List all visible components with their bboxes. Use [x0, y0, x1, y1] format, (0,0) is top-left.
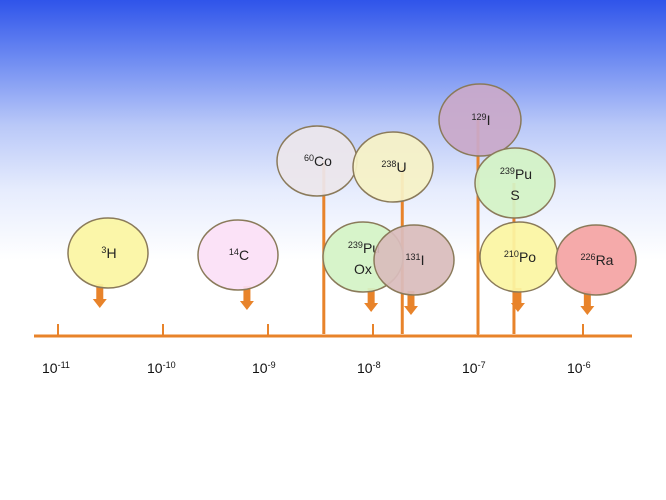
nuclide-210-po-label: 210Po [504, 249, 536, 265]
axis-tick-label: 10-8 [357, 360, 381, 376]
nuclide-14-c-label: 14C [229, 247, 249, 263]
nuclide-14-c-bubble [197, 219, 279, 291]
nuclide-14-c-arrow-icon [239, 301, 254, 310]
nuclide-238-u: 238U [352, 131, 434, 203]
nuclide-226-ra-arrow-icon [580, 306, 595, 315]
nuclide-131-i-label: 131I [406, 252, 425, 268]
axis-tick-label: 10-11 [42, 360, 70, 376]
nuclide-3-h-arrow-shaft [96, 284, 104, 300]
nuclide-3-h-label: 3H [101, 245, 116, 261]
nuclide-226-ra: 226Ra [555, 224, 637, 296]
nuclide-226-ra-label: 226Ra [581, 252, 614, 268]
nuclide-238-u-label: 238U [381, 159, 406, 175]
nuclide-226-ra-bubble [555, 224, 637, 296]
nuclide-129-i-bubble [438, 83, 522, 157]
nuclide-239-pu-s-bubble [474, 147, 556, 219]
nuclide-226-ra-arrow-shaft [583, 291, 591, 307]
nuclide-239-pu-ox-sublabel: Ox [354, 261, 372, 277]
nuclide-3-h: 3H [67, 217, 149, 289]
axis-tick-label: 10-6 [567, 360, 591, 376]
nuclide-239-pu-s-sublabel: S [510, 187, 519, 203]
nuclide-239-pu-s-label: 239Pu [500, 166, 532, 182]
axis-ticks: 10-11 10-10 10-9 10-8 10-7 10-6 [42, 324, 591, 376]
nuclide-210-po: 210Po [479, 221, 559, 293]
nuclide-60-co: 60Co [276, 125, 358, 197]
nuclide-131-i-arrow-icon [403, 306, 418, 315]
nuclide-3-h-bubble [67, 217, 149, 289]
nuclide-239-pu-ox-arrow-icon [364, 303, 379, 312]
nuclide-238-u-bubble [352, 131, 434, 203]
axis-tick-label: 10-10 [147, 360, 176, 376]
nuclide-131-i-arrow-shaft [407, 291, 415, 307]
nuclide-60-co-label: 60Co [304, 153, 332, 169]
nuclide-131-i: 131I [373, 224, 455, 296]
nuclide-210-po-arrow-icon [510, 303, 525, 312]
nuclide-14-c-arrow-shaft [243, 286, 251, 302]
nuclide-14-c: 14C [197, 219, 279, 291]
axis-tick-label: 10-7 [462, 360, 486, 376]
nuclide-239-pu-s: 239Pu S [474, 147, 556, 219]
nuclide-129-i-label: 129I [472, 112, 491, 128]
nuclide-bubbles: 3H 14C 60Co 238U 239Pu Ox 131I 129I 239Pu S 210Po 2… [67, 83, 637, 296]
nuclide-210-po-arrow-shaft [514, 288, 522, 304]
nuclide-129-i: 129I [438, 83, 522, 157]
nuclide-131-i-bubble [373, 224, 455, 296]
axis-tick-label: 10-9 [252, 360, 276, 376]
nuclide-3-h-arrow-icon [92, 299, 107, 308]
nuclide-239-pu-ox-arrow-shaft [367, 288, 375, 304]
